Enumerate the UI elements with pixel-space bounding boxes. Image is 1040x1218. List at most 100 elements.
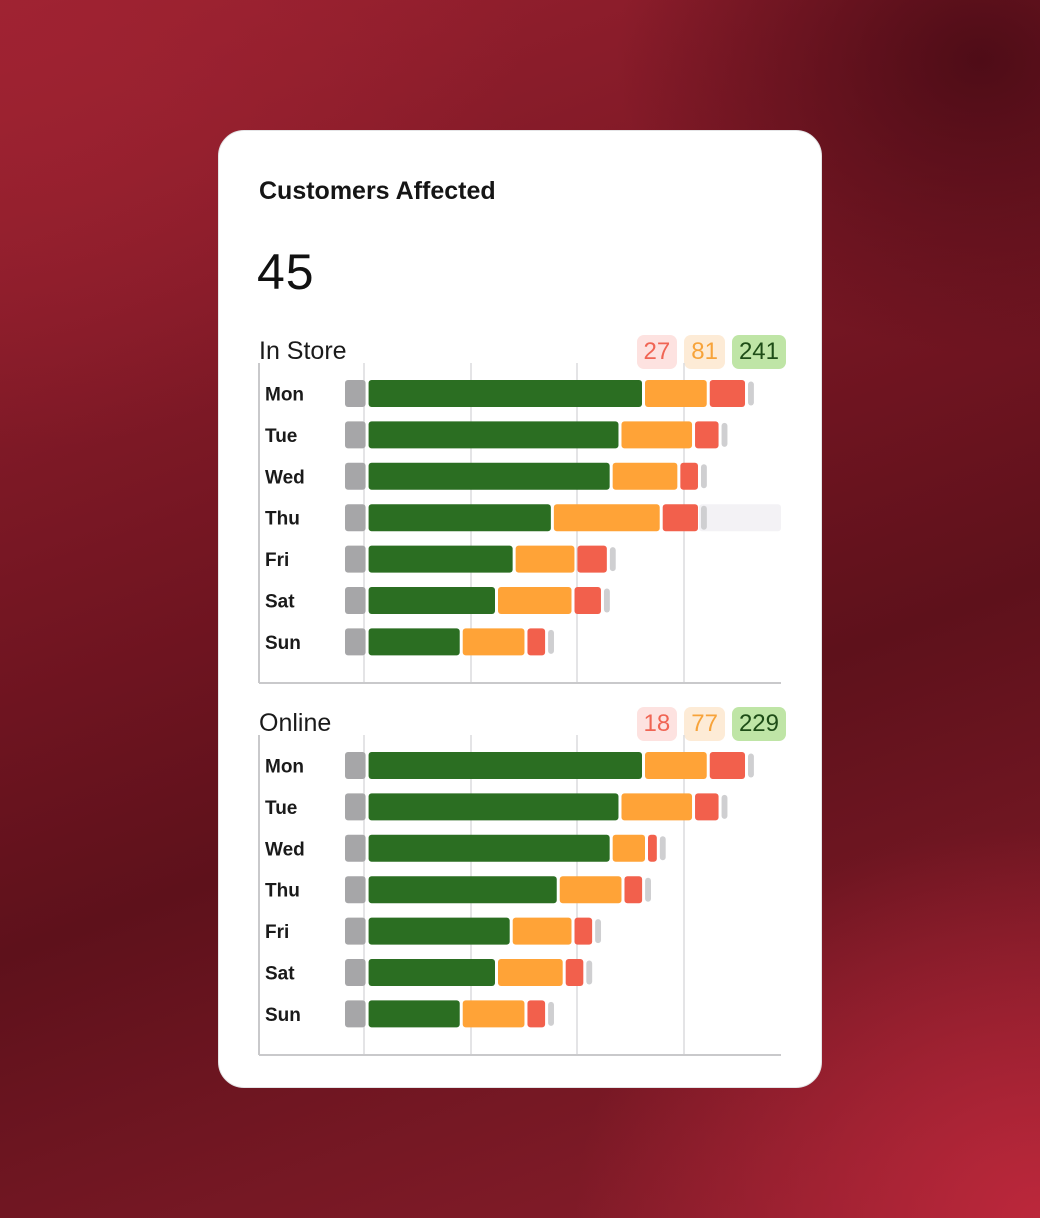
bar-gray-tue — [345, 793, 366, 821]
bar-red-sun — [527, 628, 546, 656]
bar-red-fri — [574, 917, 593, 945]
day-label-wed: Wed — [265, 839, 305, 860]
day-label-wed: Wed — [265, 467, 305, 488]
online-badges: 18 77 229 — [636, 707, 786, 741]
bar-gray-mon — [345, 380, 366, 407]
bar-orange-sat — [498, 959, 563, 986]
bar-red-thu — [624, 876, 643, 904]
bar-orange-fri — [512, 917, 572, 945]
bar-red-sat — [565, 959, 584, 986]
bar-green-tue — [368, 421, 619, 449]
bar-gray-wed — [345, 834, 366, 862]
bar-gray-thu — [345, 876, 366, 904]
bar-green-sat — [368, 959, 495, 986]
online-chart: Mon Tue Wed Thu Fri Sat Sun — [258, 735, 781, 1056]
customers-affected-card: Customers Affected 45 In Store 27 81 241… — [218, 130, 822, 1088]
bar-orange-tue — [621, 793, 693, 821]
bar-red-sun — [527, 1000, 546, 1028]
bar-green-fri — [368, 545, 513, 573]
bar-green-mon — [368, 380, 642, 407]
bar-end-mon — [748, 381, 754, 406]
bar-gray-tue — [345, 421, 366, 449]
bar-orange-sun — [462, 628, 525, 656]
bar-green-fri — [368, 917, 510, 945]
day-label-thu: Thu — [265, 509, 300, 530]
online-title: Online — [259, 709, 332, 737]
bar-green-wed — [368, 462, 610, 490]
day-label-mon: Mon — [265, 385, 304, 406]
bar-end-fri — [595, 919, 602, 944]
bar-orange-mon — [645, 380, 707, 407]
bar-gray-sun — [345, 628, 366, 656]
bar-end-sun — [548, 1001, 554, 1026]
bar-green-sat — [368, 587, 495, 614]
in-store-red-badge: 27 — [636, 335, 678, 369]
bar-red-mon — [709, 752, 746, 779]
day-label-mon: Mon — [265, 757, 304, 778]
bar-green-mon — [368, 752, 642, 779]
day-label-sun: Sun — [265, 1005, 301, 1026]
day-label-sun: Sun — [265, 633, 301, 654]
bar-gray-thu — [345, 504, 366, 532]
bar-end-thu — [700, 505, 707, 530]
bar-green-thu — [368, 504, 551, 532]
day-label-sat: Sat — [265, 964, 295, 985]
bar-red-wed — [648, 834, 657, 862]
day-label-tue: Tue — [265, 798, 297, 819]
bar-gray-wed — [345, 462, 366, 490]
day-label-fri: Fri — [265, 550, 289, 571]
in-store-chart: Mon Tue Wed Thu Fri Sat Sun — [258, 363, 781, 684]
bar-red-wed — [680, 462, 698, 490]
bar-gray-sat — [345, 959, 366, 986]
card-title: Customers Affected — [259, 177, 496, 205]
bar-orange-sat — [498, 587, 572, 614]
bar-orange-wed — [612, 834, 645, 862]
bar-orange-fri — [515, 545, 575, 573]
bar-end-tue — [721, 422, 728, 447]
bar-end-fri — [609, 547, 616, 572]
highlight-band — [699, 504, 781, 532]
customers-affected-value: 45 — [257, 244, 315, 300]
bar-orange-thu — [553, 504, 660, 532]
online-green-badge: 229 — [731, 707, 786, 741]
bar-orange-tue — [621, 421, 693, 449]
bar-gray-sat — [345, 587, 366, 614]
bar-orange-thu — [559, 876, 622, 904]
bar-end-sat — [603, 588, 610, 613]
bar-green-sun — [368, 628, 460, 656]
in-store-orange-badge: 81 — [684, 335, 725, 369]
bar-end-wed — [700, 464, 707, 489]
bar-end-tue — [721, 794, 728, 819]
bar-gray-fri — [345, 545, 366, 573]
bar-green-wed — [368, 834, 610, 862]
bar-end-sat — [586, 960, 593, 985]
bar-green-thu — [368, 876, 557, 904]
bar-orange-sun — [462, 1000, 525, 1028]
online-red-badge: 18 — [636, 707, 678, 741]
in-store-badges: 27 81 241 — [636, 335, 786, 369]
bar-orange-mon — [645, 752, 707, 779]
day-label-fri: Fri — [265, 922, 289, 943]
bar-red-mon — [709, 380, 746, 407]
bar-green-tue — [368, 793, 619, 821]
day-label-sat: Sat — [265, 592, 295, 613]
bar-orange-wed — [612, 462, 678, 490]
bar-red-fri — [577, 545, 607, 573]
bar-red-tue — [695, 421, 719, 449]
bar-end-sun — [548, 629, 554, 654]
bar-end-thu — [645, 877, 651, 902]
in-store-green-badge: 241 — [731, 335, 786, 369]
day-label-thu: Thu — [265, 881, 300, 902]
bar-end-mon — [748, 753, 754, 778]
bar-green-sun — [368, 1000, 460, 1028]
bar-gray-mon — [345, 752, 366, 779]
day-label-tue: Tue — [265, 426, 297, 447]
in-store-title: In Store — [259, 337, 347, 365]
bar-red-thu — [662, 504, 698, 532]
bar-red-tue — [695, 793, 719, 821]
bar-end-wed — [659, 836, 666, 861]
bar-gray-sun — [345, 1000, 366, 1028]
bar-gray-fri — [345, 917, 366, 945]
bar-red-sat — [574, 587, 601, 614]
online-orange-badge: 77 — [684, 707, 725, 741]
